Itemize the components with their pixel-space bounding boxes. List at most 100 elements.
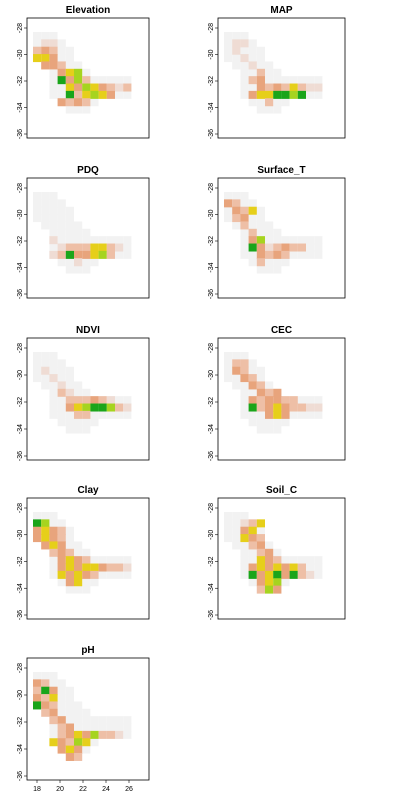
grid-cell [106, 250, 115, 259]
grid-cell [240, 39, 249, 48]
grid-cell-background [224, 32, 233, 40]
grid-cell [74, 250, 83, 259]
grid-cell [57, 98, 66, 107]
grid-cell-background [240, 541, 249, 550]
grid-cell-background [74, 701, 83, 710]
grid-cell-background [90, 723, 99, 732]
y-tick-label: -30 [17, 49, 24, 59]
grid-cell-background [306, 563, 315, 572]
panel-title: Clay [77, 485, 99, 496]
grid-cell-background [265, 236, 274, 245]
grid-cell-background [49, 228, 58, 237]
grid-cell-background [123, 236, 132, 245]
grid-cell-background [106, 410, 115, 419]
grid-cell [33, 686, 42, 695]
grid-cell [65, 738, 74, 747]
plot-frame [26, 657, 150, 781]
grid-cell-background [49, 388, 58, 397]
grid-cell-background [106, 716, 115, 725]
grid-cell [74, 730, 83, 739]
grid-cell-background [273, 548, 282, 557]
grid-cell [41, 54, 50, 63]
grid-cell-background [74, 708, 83, 717]
grid-cell [256, 236, 265, 245]
grid-cell-background [33, 32, 42, 40]
grid-cell-background [90, 738, 99, 747]
grid-cell [41, 46, 50, 55]
grid-cell-background [57, 90, 66, 99]
x-tick-label: 24 [102, 786, 110, 793]
grid-cell-background [240, 32, 249, 40]
panel-title: Soil_C [266, 485, 297, 496]
grid-cell [297, 90, 306, 99]
grid-cell-background [65, 541, 74, 550]
grid-cell-background [265, 541, 274, 550]
grid-cell-background [232, 534, 241, 543]
grid-cell-background [57, 396, 66, 405]
grid-cell-background [306, 396, 315, 405]
grid-cell-background [256, 98, 265, 107]
grid-cell-background [248, 68, 257, 77]
grid-cell-background [90, 716, 99, 725]
grid-cell [90, 563, 99, 572]
grid-cell [115, 403, 124, 412]
grid-cell [74, 403, 83, 412]
grid-cell-background [33, 374, 42, 383]
grid-cell [265, 83, 274, 92]
grid-cell [49, 54, 58, 63]
grid-cell [248, 228, 257, 237]
panel-title: pH [81, 645, 94, 656]
grid-cell-background [57, 236, 66, 245]
grid-cell [57, 541, 66, 550]
grid-cell [49, 708, 58, 717]
grid-cell [297, 83, 306, 92]
grid-cell [297, 563, 306, 572]
grid-cell [57, 534, 66, 543]
grid-cell [240, 519, 249, 528]
y-tick-label: -34 [208, 424, 215, 434]
grid-cell-background [224, 214, 233, 223]
grid-cell [41, 519, 50, 528]
grid-cell-background [256, 105, 265, 114]
grid-cell [82, 243, 91, 252]
grid-cell [49, 548, 58, 557]
grid-cell [49, 716, 58, 725]
panel-surface-t: Surface_T -28 -30 -32 -34 -36 [208, 165, 346, 299]
grid-cell-background [123, 90, 132, 99]
grid-cell-background [224, 39, 233, 48]
grid-cell [106, 730, 115, 739]
grid-cell [49, 534, 58, 543]
grid-cell [74, 570, 83, 579]
grid-cell [224, 199, 233, 208]
y-tick-label: -36 [17, 451, 24, 461]
grid-cell [273, 410, 282, 419]
grid-cell-background [232, 54, 241, 63]
grid-cell-background [82, 418, 91, 427]
grid-cell-background [74, 388, 83, 397]
y-tick-label: -34 [17, 102, 24, 112]
grid-cell [65, 556, 74, 565]
grid-cell-background [314, 396, 323, 405]
grid-cell [256, 388, 265, 397]
grid-cell-background [65, 221, 74, 230]
grid-cell [82, 90, 91, 99]
y-tick-label: -36 [17, 129, 24, 139]
grid-cell [289, 243, 298, 252]
grid-cell [65, 243, 74, 252]
grid-cell [82, 250, 91, 259]
grid-cell [273, 585, 282, 594]
grid-cell-background [90, 76, 99, 85]
grid-cell-background [115, 556, 124, 565]
plot-frame [217, 177, 346, 299]
grid-cell [281, 250, 290, 259]
y-tick-label: -32 [208, 397, 215, 407]
grid-cell [33, 46, 42, 55]
grid-cell [265, 403, 274, 412]
grid-cell [82, 76, 91, 85]
grid-cell-background [256, 221, 265, 230]
grid-cell [248, 396, 257, 405]
grid-cell [57, 723, 66, 732]
grid-cell [256, 381, 265, 390]
grid-cell-background [82, 265, 91, 274]
grid-cell [65, 752, 74, 761]
